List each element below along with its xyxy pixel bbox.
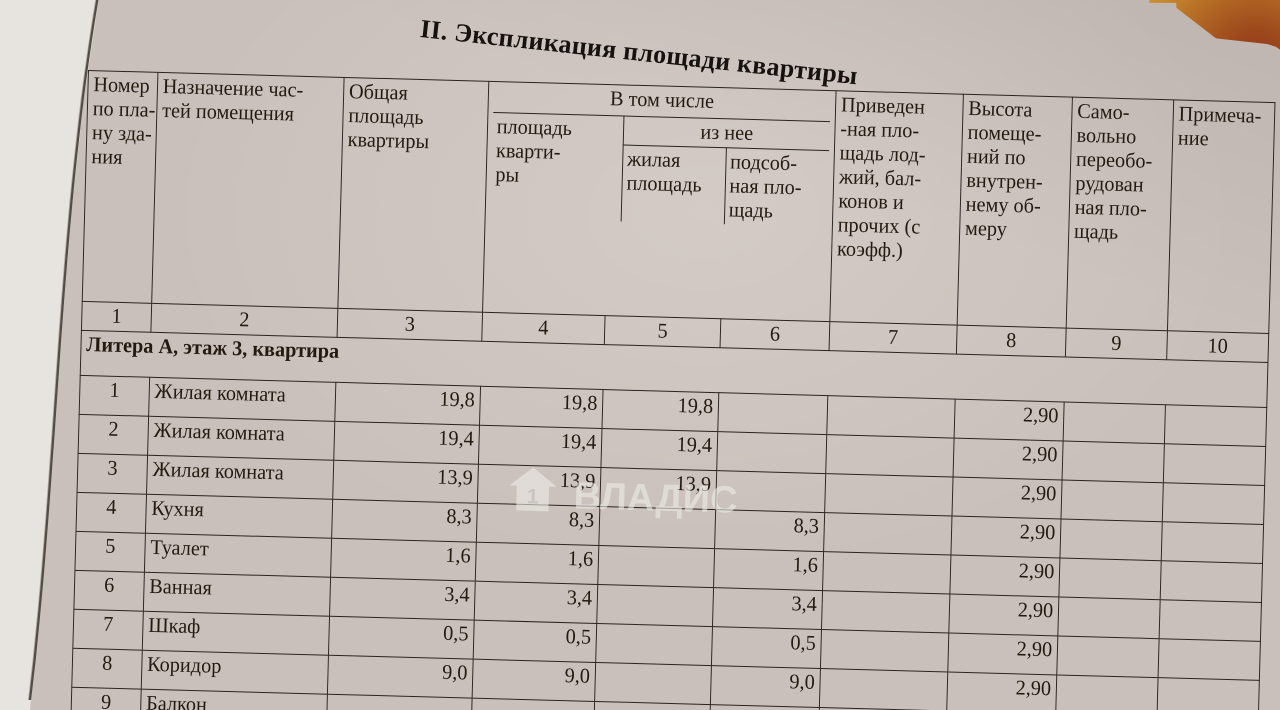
svg-text:1: 1 — [526, 485, 539, 508]
svg-text:ВЛАДИС: ВЛАДИС — [573, 475, 738, 522]
